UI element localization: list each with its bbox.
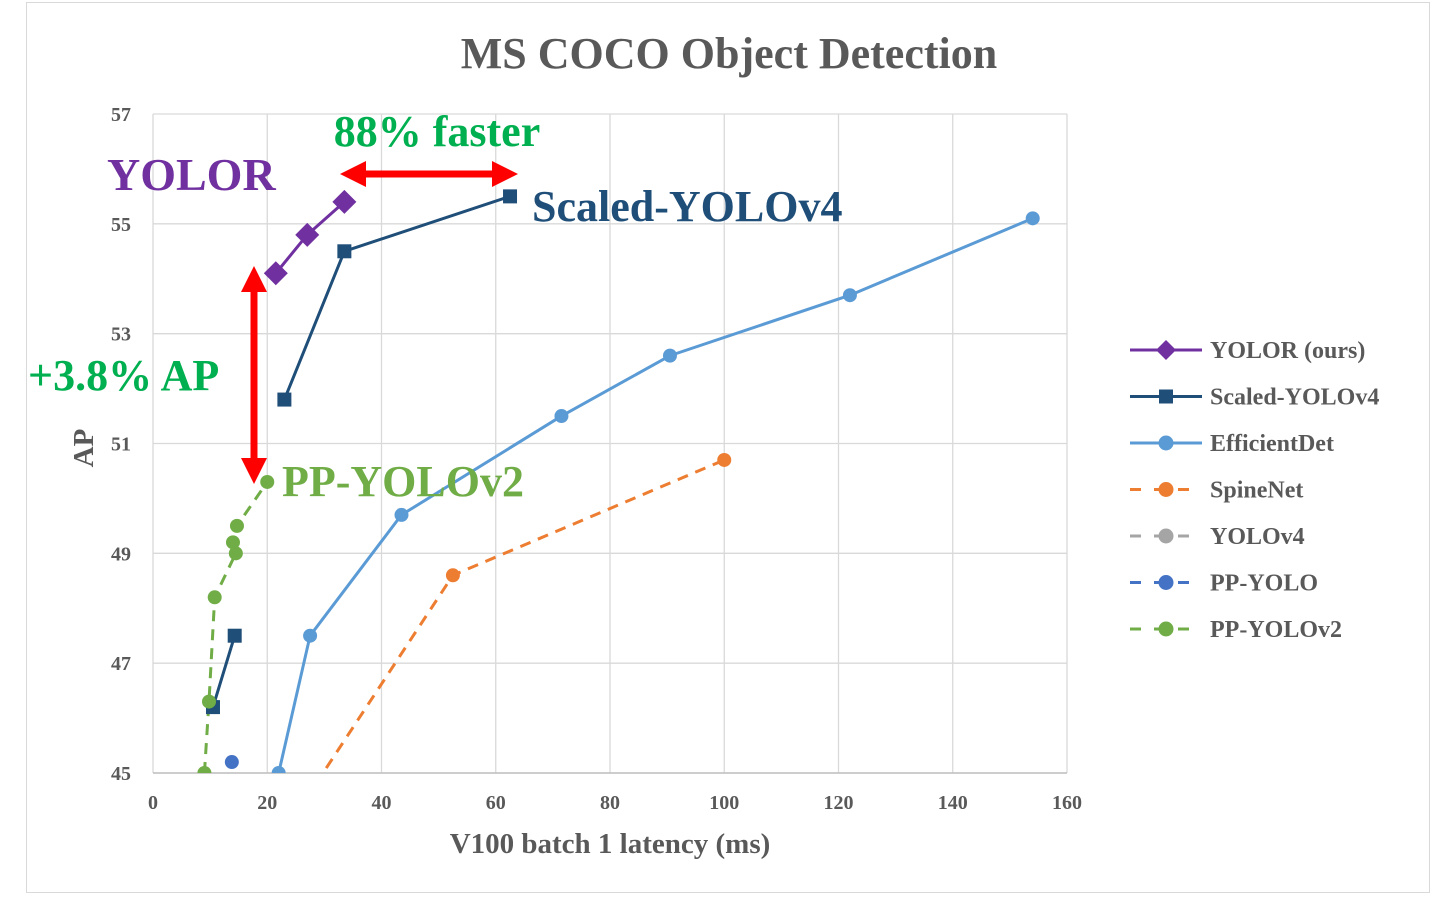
annotation-88-faster: 88% faster xyxy=(334,107,541,156)
x-tick-label: 120 xyxy=(824,792,854,814)
y-tick-label: 47 xyxy=(111,653,131,675)
series-line-scaled-yolov4 xyxy=(211,635,237,708)
chart-title: MS COCO Object Detection xyxy=(461,29,997,78)
data-point-pp-yolov2 xyxy=(225,535,240,550)
legend-label: Scaled-YOLOv4 xyxy=(1210,385,1379,411)
legend-marker xyxy=(1158,575,1174,590)
chart-frame xyxy=(26,2,1430,893)
data-point-yolor-ours xyxy=(332,189,357,214)
legend-marker xyxy=(1156,340,1176,360)
x-tick-label: 160 xyxy=(1052,792,1082,814)
data-point-spinenet xyxy=(717,452,732,467)
data-point-pp-yolov2 xyxy=(197,766,212,773)
data-point-efficientdet xyxy=(271,766,286,773)
x-tick-label: 60 xyxy=(486,792,506,814)
arrow-head xyxy=(241,458,267,484)
series-markers xyxy=(197,189,1040,791)
legend-label: YOLOv4 xyxy=(1210,524,1305,550)
data-point-pp-yolov2 xyxy=(207,590,222,605)
y-tick-label: 55 xyxy=(111,214,131,236)
data-point-pp-yolov2 xyxy=(229,518,244,533)
legend-label: PP-YOLO xyxy=(1210,571,1318,597)
data-point-efficientdet xyxy=(1025,211,1040,226)
legend: YOLOR (ours) Scaled-YOLOv4 EfficientDet Spi… xyxy=(1130,338,1379,643)
data-point-spinenet xyxy=(309,777,323,791)
legend-label: YOLOR (ours) xyxy=(1210,338,1365,364)
data-point-pp-yolov2 xyxy=(260,474,275,489)
y-tick-label: 45 xyxy=(111,763,131,785)
y-tick-label: 49 xyxy=(111,543,131,565)
data-point-pp-yolo xyxy=(224,755,239,770)
annotation-ap-gain: +3.8% AP xyxy=(28,351,219,400)
legend-marker xyxy=(1158,621,1174,637)
data-point-pp-yolov2 xyxy=(201,694,216,709)
data-point-efficientdet xyxy=(303,628,318,643)
legend-marker xyxy=(1158,482,1174,497)
arrow-head xyxy=(340,161,366,187)
x-tick-label: 100 xyxy=(709,792,739,814)
data-point-yolor-ours xyxy=(263,261,288,286)
data-point-pp-yolo xyxy=(220,777,234,791)
x-tick-label: 140 xyxy=(938,792,968,814)
data-point-scaled-yolov4 xyxy=(503,189,518,204)
series-line-spinenet xyxy=(321,458,725,773)
y-tick-label: 57 xyxy=(111,104,131,126)
data-point-efficientdet xyxy=(394,507,409,522)
annotation-yolor: YOLOR xyxy=(107,149,276,200)
annotation-scaled-yolov4: Scaled-YOLOv4 xyxy=(532,182,842,231)
data-point-scaled-yolov4 xyxy=(337,244,352,259)
legend-marker xyxy=(1158,528,1174,544)
grid xyxy=(152,113,1068,774)
y-tick-label: 53 xyxy=(111,324,131,346)
data-point-efficientdet xyxy=(662,348,677,363)
y-tick-label: 51 xyxy=(111,434,131,456)
arrow-head xyxy=(492,161,518,187)
data-point-efficientdet xyxy=(554,409,569,424)
data-point-pp-yolov2 xyxy=(228,546,243,561)
legend-label: EfficientDet xyxy=(1210,431,1334,457)
data-point-scaled-yolov4 xyxy=(227,628,242,643)
y-tick-labels: 45 47 49 51 53 55 57 xyxy=(111,104,131,785)
x-tick-label: 20 xyxy=(257,792,277,814)
y-axis-label: AP xyxy=(68,429,100,468)
arrow-head xyxy=(241,266,267,292)
annotation-pp-yolov2: PP-YOLOv2 xyxy=(282,457,524,506)
legend-label: PP-YOLOv2 xyxy=(1210,617,1342,643)
x-tick-labels: 0 20 40 60 80 100 120 140 160 xyxy=(148,792,1082,814)
data-point-scaled-yolov4 xyxy=(277,392,292,407)
data-point-spinenet xyxy=(445,568,460,583)
legend-label: SpineNet xyxy=(1210,478,1303,504)
arrows xyxy=(241,161,518,484)
data-point-yolor-ours xyxy=(295,222,320,247)
x-tick-label: 40 xyxy=(372,792,392,814)
legend-marker xyxy=(1159,389,1173,404)
x-tick-label: 80 xyxy=(600,792,620,814)
x-tick-label: 0 xyxy=(148,792,158,814)
x-axis-label: V100 batch 1 latency (ms) xyxy=(450,828,771,860)
legend-marker xyxy=(1158,435,1174,451)
data-point-efficientdet xyxy=(842,288,857,303)
